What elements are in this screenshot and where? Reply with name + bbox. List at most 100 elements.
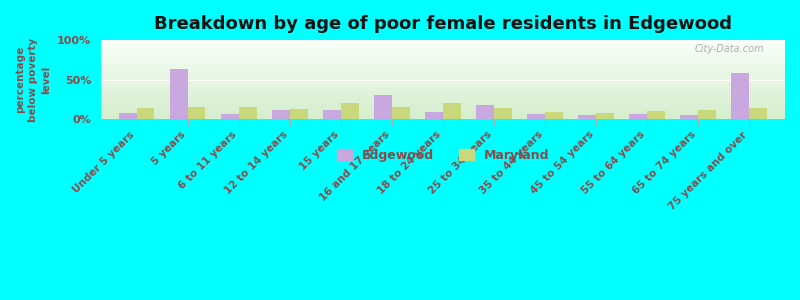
Title: Breakdown by age of poor female residents in Edgewood: Breakdown by age of poor female resident… [154,15,732,33]
Bar [392,107,410,119]
Bar [596,113,614,119]
Bar [101,108,785,109]
Bar [101,91,785,92]
Bar [101,67,785,68]
Bar [272,110,290,119]
Bar [101,111,785,112]
Bar [101,82,785,83]
Bar [101,79,785,80]
Bar [101,118,785,119]
Bar [425,112,443,119]
Legend: Edgewood, Maryland: Edgewood, Maryland [331,144,554,167]
Bar [101,44,785,45]
Bar [101,53,785,54]
Bar [101,43,785,44]
Bar [290,109,307,119]
Bar [101,112,785,113]
Bar [101,106,785,107]
Bar [101,76,785,77]
Bar [170,69,188,119]
Bar [101,65,785,66]
Bar [238,107,257,119]
Bar [101,94,785,95]
Bar [101,107,785,108]
Bar [101,49,785,50]
Bar [101,100,785,101]
Bar [101,40,785,41]
Bar [101,97,785,98]
Bar [101,83,785,84]
Bar [101,99,785,100]
Bar [647,111,665,119]
Bar [101,105,785,106]
Bar [101,92,785,93]
Bar [578,115,596,119]
Bar [101,96,785,97]
Bar [374,95,392,119]
Bar [101,98,785,99]
Bar [731,73,750,119]
Bar [630,114,647,119]
Bar [101,60,785,61]
Bar [101,68,785,69]
Bar [101,88,785,89]
Bar [101,47,785,48]
Bar [101,42,785,43]
Bar [101,78,785,79]
Text: City-Data.com: City-Data.com [695,44,765,54]
Bar [101,102,785,103]
Bar [101,59,785,60]
Bar [101,110,785,111]
Bar [101,84,785,85]
Bar [323,110,341,119]
Bar [101,115,785,116]
Bar [101,46,785,47]
Bar [494,108,512,119]
Bar [101,81,785,82]
Bar [101,45,785,46]
Bar [101,85,785,86]
Bar [101,104,785,105]
Bar [101,75,785,76]
Bar [101,56,785,57]
Bar [118,113,137,119]
Bar [101,80,785,81]
Bar [101,66,785,67]
Bar [101,69,785,70]
Bar [101,89,785,90]
Bar [101,52,785,53]
Bar [101,51,785,52]
Bar [101,61,785,62]
Bar [101,72,785,73]
Bar [101,93,785,94]
Bar [101,55,785,56]
Bar [101,109,785,110]
Bar [101,64,785,65]
Bar [101,101,785,102]
Bar [101,77,785,78]
Bar [101,71,785,72]
Bar [680,115,698,119]
Bar [101,117,785,118]
Bar [341,103,358,119]
Bar [101,118,785,119]
Bar [101,87,785,88]
Bar [101,95,785,96]
Bar [101,48,785,49]
Bar [443,103,461,119]
Bar [527,114,545,119]
Bar [137,108,154,119]
Bar [698,110,716,119]
Bar [101,103,785,104]
Bar [101,116,785,117]
Bar [101,62,785,63]
Bar [101,57,785,58]
Bar [101,114,785,115]
Bar [101,70,785,71]
Y-axis label: percentage
below poverty
level: percentage below poverty level [15,38,51,122]
Bar [101,50,785,51]
Bar [101,41,785,42]
Bar [101,63,785,64]
Bar [101,86,785,87]
Bar [750,108,767,119]
